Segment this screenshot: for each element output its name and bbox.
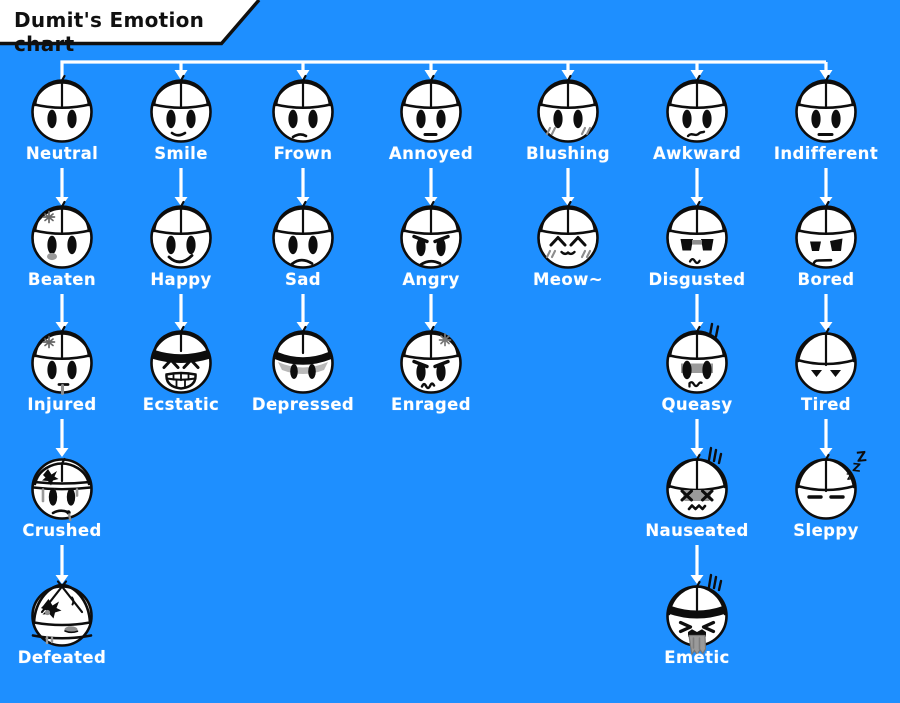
emotion-label-nauseated: Nauseated — [645, 521, 749, 540]
blushing-face-icon — [537, 74, 599, 143]
banner-edge — [0, 0, 261, 46]
emotion-label-smile: Smile — [154, 144, 208, 163]
emotion-label-happy: Happy — [150, 270, 212, 289]
tired-face-icon — [795, 327, 857, 394]
meow-face-icon — [537, 200, 599, 269]
bored-face-icon — [795, 200, 857, 269]
emotion-label-sad: Sad — [284, 270, 322, 289]
indifferent-face-icon — [795, 74, 857, 143]
emotion-label-annoyed: Annoyed — [388, 144, 474, 163]
angry-face-icon — [400, 200, 462, 269]
disgusted-face-icon — [666, 200, 728, 269]
emotion-label-frown: Frown — [273, 144, 333, 163]
beaten-face-icon — [31, 200, 93, 269]
emotion-label-meow: Meow~ — [532, 270, 603, 289]
emotion-label-crushed: Crushed — [22, 521, 102, 540]
emotion-label-queasy: Queasy — [661, 395, 733, 414]
emotion-label-neutral: Neutral — [25, 144, 99, 163]
emotion-label-depressed: Depressed — [251, 395, 355, 414]
emotion-label-bored: Bored — [797, 270, 855, 289]
emotion-label-injured: Injured — [27, 395, 97, 414]
enraged-face-icon — [400, 325, 462, 394]
svg-text:Z: Z — [852, 460, 862, 475]
emotion-label-enraged: Enraged — [391, 395, 471, 414]
emotion-label-beaten: Beaten — [27, 270, 97, 289]
sad-face-icon — [272, 200, 334, 269]
depressed-face-icon — [272, 325, 334, 394]
page-title: Dumit's Emotion chart — [14, 8, 205, 56]
defeated-face-icon — [31, 580, 93, 647]
emotion-label-tired: Tired — [800, 395, 852, 414]
injured-face-icon — [31, 325, 93, 395]
emotion-label-sleppy: Sleppy — [793, 521, 859, 540]
frown-face-icon — [272, 74, 334, 143]
banner-shape — [0, 0, 259, 44]
happy-face-icon — [150, 200, 212, 269]
emotion-label-defeated: Defeated — [17, 648, 107, 667]
emotion-label-emetic: Emetic — [664, 648, 730, 667]
crushed-face-icon — [31, 457, 93, 522]
emetic-face-icon — [666, 573, 728, 657]
emotion-label-blushing: Blushing — [526, 144, 610, 163]
awkward-face-icon — [666, 74, 728, 143]
title-banner: Dumit's Emotion chart — [0, 0, 280, 56]
queasy-face-icon — [666, 322, 728, 394]
emotion-label-awkward: Awkward — [652, 144, 742, 163]
emotion-label-angry: Angry — [402, 270, 460, 289]
smile-face-icon — [150, 74, 212, 143]
emotion-label-ecstatic: Ecstatic — [142, 395, 220, 414]
nauseated-face-icon — [666, 446, 728, 520]
ecstatic-face-icon — [150, 325, 212, 394]
svg-text:Z: Z — [856, 449, 868, 466]
svg-text:Z: Z — [846, 472, 854, 483]
emotion-label-disgusted: Disgusted — [648, 270, 746, 289]
neutral-face-icon — [31, 74, 93, 143]
sleppy-face-icon: ZZZ — [795, 449, 868, 520]
annoyed-face-icon — [400, 74, 462, 143]
emotion-label-indifferent: Indifferent — [773, 144, 879, 163]
